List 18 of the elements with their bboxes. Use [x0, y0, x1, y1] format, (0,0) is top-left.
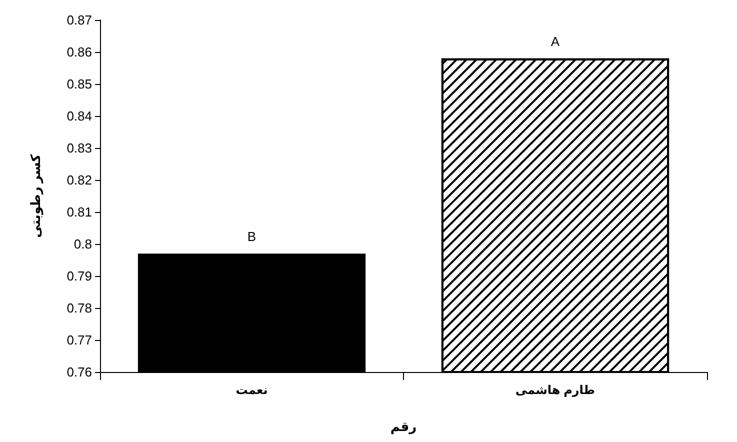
y-tick-label: 0.81	[66, 204, 92, 220]
y-tick-label: 0.78	[66, 300, 92, 316]
y-tick-label: 0.77	[66, 332, 92, 348]
y-tick-label: 0.87	[66, 12, 92, 28]
y-tick-label: 0.82	[66, 172, 92, 188]
y-tick-label: 0.8	[74, 236, 92, 252]
y-tick-label: 0.76	[66, 364, 92, 380]
annotation: A	[550, 34, 560, 49]
x-tick-label: طارم هاشمی	[515, 383, 596, 397]
y-tick-label: 0.83	[66, 140, 92, 156]
y-tick-label: 0.86	[66, 44, 92, 60]
y-axis-title: کسر رطوبتی	[28, 154, 44, 238]
x-tick-label: نعمت	[236, 383, 268, 397]
y-tick-label: 0.85	[66, 76, 92, 92]
y-tick-label: 0.79	[66, 268, 92, 284]
annotation: B	[247, 229, 256, 244]
x-axis-title: رقم	[390, 419, 417, 435]
y-tick-label: 0.84	[66, 108, 92, 124]
